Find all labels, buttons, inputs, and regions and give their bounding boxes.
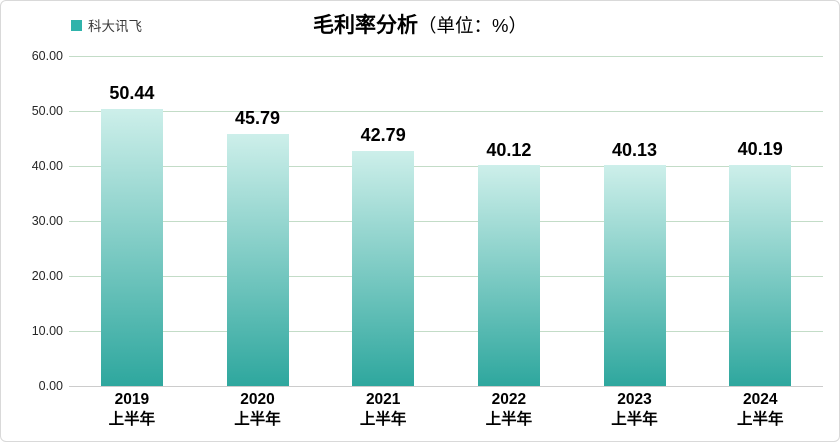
bar-value-label: 40.12 [486,139,532,160]
x-tick-label-half: 上半年 [611,411,658,428]
gridline [69,111,823,112]
x-axis-baseline [69,386,823,387]
x-tick-label: 2020 上半年 [195,390,321,430]
bar-slot: 40.12 [446,56,572,386]
bar-slot: 40.13 [572,56,698,386]
x-tick-label-half: 上半年 [736,411,784,428]
bar-slot: 45.79 [195,56,321,386]
y-tick-label: 50.00 [31,104,63,118]
gridline [69,166,823,167]
gridline [69,221,823,222]
x-tick-label-half: 上半年 [485,411,533,428]
x-tick-label-half: 上半年 [108,411,156,428]
bar-slot: 42.79 [320,56,446,386]
bar [729,164,792,386]
bar [603,165,666,386]
bar-value-label: 40.13 [612,139,658,160]
x-tick-label-year: 2022 [491,391,527,408]
y-tick-label: 60.00 [31,49,63,63]
x-tick-label: 2022 上半年 [446,390,572,430]
x-axis: 2019 上半年 2020 上半年 2021 上半年 2022 上半年 2023 上半年 2024 上… [69,390,823,430]
y-tick-label: 40.00 [31,159,63,173]
bars-container: 50.44 45.79 42.79 40.12 40.13 40.19 [69,56,823,386]
y-tick-label: 0.00 [38,379,63,393]
x-tick-label-year: 2024 [742,391,778,408]
bar [477,165,540,386]
bar-slot: 40.19 [697,56,823,386]
bar [100,108,163,386]
plot-area: 50.44 45.79 42.79 40.12 40.13 40.19 [69,56,823,387]
gridline [69,331,823,332]
x-tick-label: 2023 上半年 [572,390,698,430]
bar-value-label: 45.79 [234,108,281,129]
x-tick-label-half: 上半年 [234,411,281,428]
legend-label: 科大讯飞 [88,19,142,34]
y-tick-label: 20.00 [31,269,63,283]
gridline [69,56,823,57]
x-tick-label-year: 2019 [114,391,150,408]
y-axis: 0.00 10.00 20.00 30.00 40.00 50.00 60.00 [1,49,63,393]
chart-title: 毛利率分析（单位：%） [1,9,839,39]
x-tick-label-half: 上半年 [359,411,407,428]
x-tick-label: 2024 上半年 [697,390,823,430]
chart-legend: 科大讯飞 [71,15,142,35]
bar [352,150,415,386]
x-tick-label: 2019 上半年 [69,390,195,430]
x-tick-label-year: 2023 [617,391,652,408]
y-tick-label: 10.00 [31,324,63,338]
bar-value-label: 42.79 [360,124,406,145]
x-tick-label: 2021 上半年 [320,390,446,430]
x-tick-label-year: 2021 [365,391,401,408]
bar-value-label: 50.44 [109,82,155,103]
gridline [69,276,823,277]
legend-swatch-icon [71,19,82,31]
chart-title-main: 毛利率分析 [313,14,419,37]
y-tick-label: 30.00 [31,214,63,228]
x-tick-label-year: 2020 [240,391,275,408]
bar [226,134,289,386]
bar-value-label: 40.19 [737,139,783,160]
chart-title-unit: （单位：%） [418,15,527,36]
bar-slot: 50.44 [69,56,195,386]
